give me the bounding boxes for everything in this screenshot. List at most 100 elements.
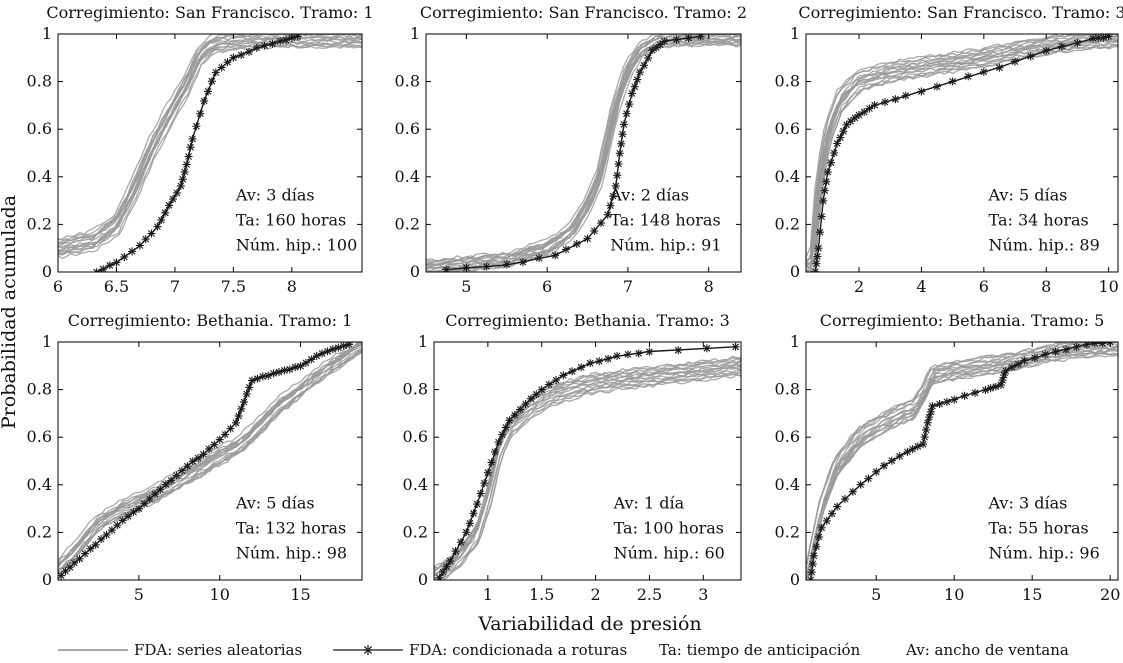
random-series-line bbox=[426, 34, 741, 262]
conditioned-point bbox=[518, 258, 527, 267]
x-tick-label: 15 bbox=[1022, 585, 1042, 604]
panel-annotation: Núm. hip.: 98 bbox=[236, 544, 347, 563]
conditioned-point bbox=[482, 262, 491, 271]
conditioned-point bbox=[81, 549, 89, 558]
x-tick-label: 10 bbox=[1098, 277, 1118, 296]
conditioned-point bbox=[1042, 46, 1051, 55]
conditioned-point bbox=[823, 168, 832, 177]
y-tick-label: 0.4 bbox=[775, 475, 800, 494]
conditioned-point bbox=[476, 489, 485, 498]
x-tick-label: 15 bbox=[290, 585, 310, 604]
conditioned-point bbox=[129, 508, 138, 517]
conditioned-point bbox=[140, 499, 149, 508]
conditioned-point bbox=[494, 438, 503, 447]
conditioned-point bbox=[282, 36, 290, 44]
conditioned-point bbox=[614, 160, 623, 168]
conditioned-point bbox=[276, 37, 285, 46]
conditioned-point bbox=[979, 67, 988, 76]
conditioned-point bbox=[446, 557, 455, 565]
conditioned-point bbox=[237, 404, 246, 413]
random-series-bundle bbox=[806, 34, 1118, 272]
random-series-line bbox=[806, 34, 1118, 268]
conditioned-point bbox=[617, 139, 626, 148]
conditioned-point bbox=[864, 474, 873, 483]
random-series-line bbox=[426, 34, 741, 267]
y-tick-label: 0.2 bbox=[27, 214, 52, 233]
random-series-line bbox=[806, 342, 1118, 570]
y-tick-label: 0.8 bbox=[27, 72, 52, 91]
y-tick-label: 0 bbox=[42, 262, 52, 281]
conditioned-point bbox=[648, 46, 657, 55]
conditioned-point bbox=[1026, 52, 1035, 61]
x-tick-label: 2 bbox=[854, 277, 864, 296]
panel-annotation: Ta: 132 horas bbox=[236, 519, 346, 538]
conditioned-point bbox=[156, 485, 165, 494]
random-series-line bbox=[434, 355, 741, 568]
conditioned-point bbox=[161, 208, 170, 217]
conditioned-point bbox=[1057, 42, 1066, 51]
conditioned-series bbox=[92, 34, 302, 272]
conditioned-point bbox=[215, 435, 224, 444]
conditioned-point bbox=[240, 398, 248, 406]
conditioned-point bbox=[86, 544, 95, 553]
panel-annotation: Av: 5 días bbox=[235, 494, 315, 513]
panel-annotation: Ta: 160 horas bbox=[236, 211, 346, 230]
panel-annotation: Núm. hip.: 96 bbox=[989, 544, 1100, 563]
random-series-line bbox=[58, 34, 362, 241]
conditioned-point bbox=[260, 41, 269, 50]
conditioned-point bbox=[562, 245, 570, 254]
conditioned-point bbox=[1014, 360, 1023, 369]
conditioned-point bbox=[634, 349, 643, 358]
conditioned-point bbox=[70, 558, 79, 567]
chart-panel-5: Corregimiento: Bethania. Tramo: 3 1 1.5 2 2.… bbox=[403, 311, 742, 604]
conditioned-point bbox=[180, 167, 189, 176]
conditioned-series bbox=[442, 34, 705, 272]
conditioned-point bbox=[1030, 353, 1039, 362]
conditioned-point bbox=[178, 466, 186, 475]
random-series-line bbox=[806, 43, 1118, 272]
y-tick-label: 0.2 bbox=[775, 522, 800, 541]
conditioned-point bbox=[301, 358, 310, 367]
y-tick-label: 0.6 bbox=[775, 119, 800, 138]
conditioned-point bbox=[611, 181, 620, 190]
conditioned-point bbox=[269, 369, 278, 378]
conditioned-point bbox=[469, 509, 478, 518]
conditioned-point bbox=[891, 95, 900, 104]
random-series-line bbox=[426, 38, 741, 270]
conditioned-point bbox=[702, 344, 711, 353]
conditioned-point bbox=[537, 385, 546, 394]
y-tick-label: 0.6 bbox=[27, 427, 52, 446]
conditioned-point bbox=[211, 68, 220, 77]
conditioned-point bbox=[919, 440, 927, 449]
y-tick-label: 0.6 bbox=[403, 427, 428, 446]
conditioned-point bbox=[636, 68, 644, 77]
conditioned-point bbox=[922, 425, 931, 434]
conditioned-point bbox=[1051, 347, 1060, 356]
x-tick-label: 6 bbox=[53, 277, 63, 296]
conditioned-point bbox=[559, 371, 568, 380]
conditioned-point bbox=[172, 471, 181, 480]
random-series-line bbox=[426, 34, 741, 265]
panel-annotation: Ta: 148 horas bbox=[610, 211, 720, 230]
y-tick-label: 1 bbox=[410, 24, 420, 43]
y-tick-label: 1 bbox=[42, 24, 52, 43]
legend: FDA: series aleatorias FDA: condicionada… bbox=[58, 641, 1069, 659]
conditioned-point bbox=[1007, 363, 1016, 372]
conditioned-point bbox=[339, 342, 348, 350]
x-tick-label: 10 bbox=[944, 585, 964, 604]
conditioned-point bbox=[807, 568, 816, 577]
panel-annotation: Ta: 34 horas bbox=[989, 211, 1089, 230]
x-tick-label: 1 bbox=[483, 585, 493, 604]
conditioned-point bbox=[184, 152, 193, 161]
conditioned-point bbox=[923, 418, 932, 427]
random-series-line bbox=[426, 34, 741, 265]
conditioned-point bbox=[572, 240, 581, 248]
conditioned-point bbox=[183, 462, 192, 471]
x-tick-label: 8 bbox=[287, 277, 297, 296]
conditioned-point bbox=[210, 440, 219, 449]
conditioned-point bbox=[182, 160, 191, 169]
random-series-line bbox=[806, 39, 1118, 268]
conditioned-point bbox=[964, 72, 973, 81]
x-tick-label: 7 bbox=[623, 277, 633, 296]
